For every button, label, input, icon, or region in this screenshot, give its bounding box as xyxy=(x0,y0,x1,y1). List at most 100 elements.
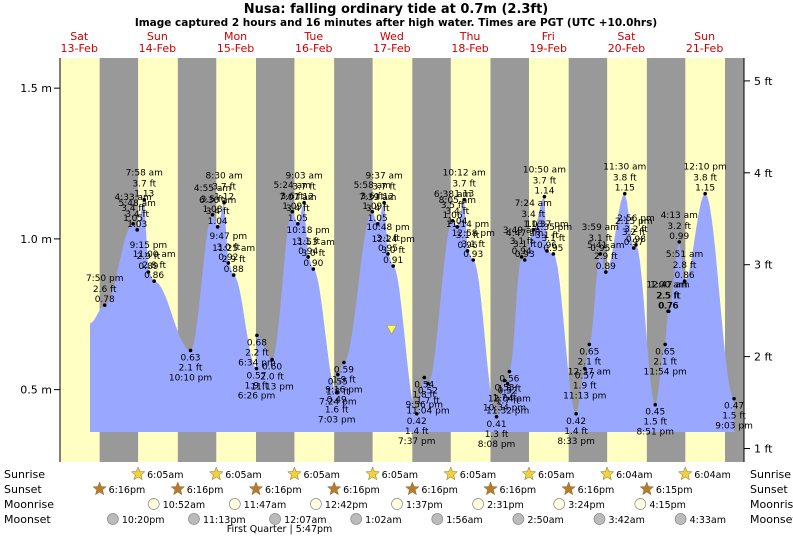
tide-ft-label: 1.6 ft xyxy=(325,406,349,416)
tide-ft-label: 2.9 ft xyxy=(594,252,618,262)
tide-m-label: 0.78 xyxy=(95,295,115,305)
tide-point xyxy=(311,267,316,271)
tide-ft-label: 3.7 ft xyxy=(452,180,476,190)
tide-ft-label: 3.1 ft xyxy=(461,240,485,250)
tide-ft-label: 3.1 ft xyxy=(296,237,320,247)
tide-m-label: 0.53 xyxy=(494,384,514,394)
tide-ft-label: 3.4 ft xyxy=(206,207,230,217)
day-of-week: Sat xyxy=(70,30,89,43)
tide-point xyxy=(622,191,627,196)
tide-point xyxy=(522,258,527,262)
sunset-time: 6:16pm xyxy=(421,485,458,496)
tide-point xyxy=(270,357,274,362)
tide-ft-label: 2.9 ft xyxy=(137,252,161,262)
day-date: 17-Feb xyxy=(373,42,410,55)
tide-time-label: 10:10 pm xyxy=(169,373,212,383)
tide-m-label: 0.63 xyxy=(180,353,200,363)
moonrise-time: 2:31pm xyxy=(487,500,524,511)
tide-point xyxy=(391,264,396,268)
tide-ft-label: 1.8 ft xyxy=(498,385,522,395)
tide-ft-label: 2.1 ft xyxy=(179,363,203,373)
sunrise-time: 6:05am xyxy=(460,470,496,481)
tide-time-label: 5:51 am xyxy=(666,250,703,260)
left-tick-label: 0.5 m xyxy=(20,384,52,397)
tide-time-label: 11:00 am xyxy=(133,250,176,260)
tide-point xyxy=(598,252,603,256)
moonset-time: 3:42am xyxy=(608,515,644,526)
sunrise-time: 6:05am xyxy=(225,470,261,481)
tide-point xyxy=(142,197,147,202)
tide-ft-label: 3.6 ft xyxy=(360,192,384,202)
day-date: 15-Feb xyxy=(217,42,254,55)
tide-m-label: 0.76 xyxy=(659,301,679,311)
tide-ft-label: 3.4 ft xyxy=(445,207,469,217)
tide-point xyxy=(296,222,300,226)
day-of-week: Sun xyxy=(694,30,715,43)
tide-time-label: 10:12 am xyxy=(443,169,486,179)
tide-curve-fill xyxy=(90,193,735,432)
tide-ft-label: 3.4 ft xyxy=(286,204,310,214)
tide-time-label: 12:24 pm xyxy=(372,235,415,245)
tide-ft-label: 3.1 ft xyxy=(513,240,537,250)
tide-point xyxy=(382,200,386,205)
tide-time-label: 3:49 am xyxy=(503,226,540,236)
tide-ft-label: 1.4 ft xyxy=(405,427,429,437)
tide-ft-label: 3.1 ft xyxy=(542,234,566,244)
tide-time-label: 11:37 pm xyxy=(525,220,568,230)
tide-ft-label: 2.5 ft xyxy=(656,291,680,301)
chart-title: Nusa: falling ordinary tide at 0.7m (2.3… xyxy=(244,2,549,17)
tide-m-label: 0.93 xyxy=(463,250,483,260)
tide-time-label: 4:33 am xyxy=(114,193,151,203)
tide-m-label: 0.94 xyxy=(298,247,318,257)
tide-time-label: 7:58 am xyxy=(126,169,163,179)
tide-m-label: 0.41 xyxy=(487,420,507,430)
tide-point xyxy=(653,402,658,407)
tide-m-label: 0.55 xyxy=(328,378,348,388)
day-headers: Sat13-FebSun14-FebMon15-FebTue16-FebWed1… xyxy=(60,30,723,55)
day-date: 20-Feb xyxy=(608,42,645,55)
tide-point xyxy=(551,252,556,256)
tide-point xyxy=(210,212,215,217)
right-tick-label: 3 ft xyxy=(754,259,773,272)
tide-time-label: 11:04 pm xyxy=(406,407,449,417)
moon-phase-label: First Quarter | 5:47pm xyxy=(227,524,333,535)
tide-time-label: 7:50 pm xyxy=(86,274,124,284)
tide-time-label: 5:24 am xyxy=(274,181,311,191)
tide-m-label: 0.94 xyxy=(512,247,532,257)
tide-m-label: 0.60 xyxy=(262,362,282,372)
tide-time-label: 8:30 am xyxy=(205,172,242,182)
tide-point xyxy=(505,381,510,386)
sunset-time: 6:16pm xyxy=(343,485,380,496)
tide-time-label: 12:47 am xyxy=(646,280,689,290)
tide-m-label: 0.65 xyxy=(579,347,599,357)
tide-time-label: 5:48 am xyxy=(119,199,156,209)
moonrise-row-label-right: Moonrise xyxy=(750,498,793,511)
sunset-time: 6:16pm xyxy=(499,485,536,496)
tide-m-label: 1.15 xyxy=(615,184,635,194)
tide-point xyxy=(732,396,736,401)
moonrise-icon xyxy=(147,498,160,510)
right-tick-label: 2 ft xyxy=(754,351,773,364)
tide-time-label: 8:33 pm xyxy=(557,437,595,447)
sunset-time: 6:16pm xyxy=(578,485,615,496)
sunset-icon xyxy=(561,481,576,496)
left-tick-label: 1.0 m xyxy=(20,233,52,246)
sunrise-icon xyxy=(130,466,146,481)
tide-m-label: 0.56 xyxy=(499,375,519,385)
tide-ft-label: 3.4 ft xyxy=(521,210,545,220)
moonrise-time: 10:52am xyxy=(163,500,205,511)
tide-point xyxy=(152,279,156,283)
sunset-icon xyxy=(639,481,655,496)
tide-time-label: 11:13 pm xyxy=(563,392,606,402)
tide-m-label: 0.92 xyxy=(218,253,238,263)
sunset-icon xyxy=(248,481,264,496)
tide-point xyxy=(426,381,430,386)
tide-m-label: 1.15 xyxy=(695,184,715,194)
tide-point xyxy=(334,390,339,395)
tide-m-label: 0.42 xyxy=(566,417,586,427)
sunrise-time: 6:04am xyxy=(694,470,730,481)
day-of-week: Sat xyxy=(617,30,636,43)
tide-time-label: 11:32 pm xyxy=(486,407,529,417)
moonset-icon xyxy=(512,513,525,525)
tide-ft-label: 2.9 ft xyxy=(222,255,246,265)
